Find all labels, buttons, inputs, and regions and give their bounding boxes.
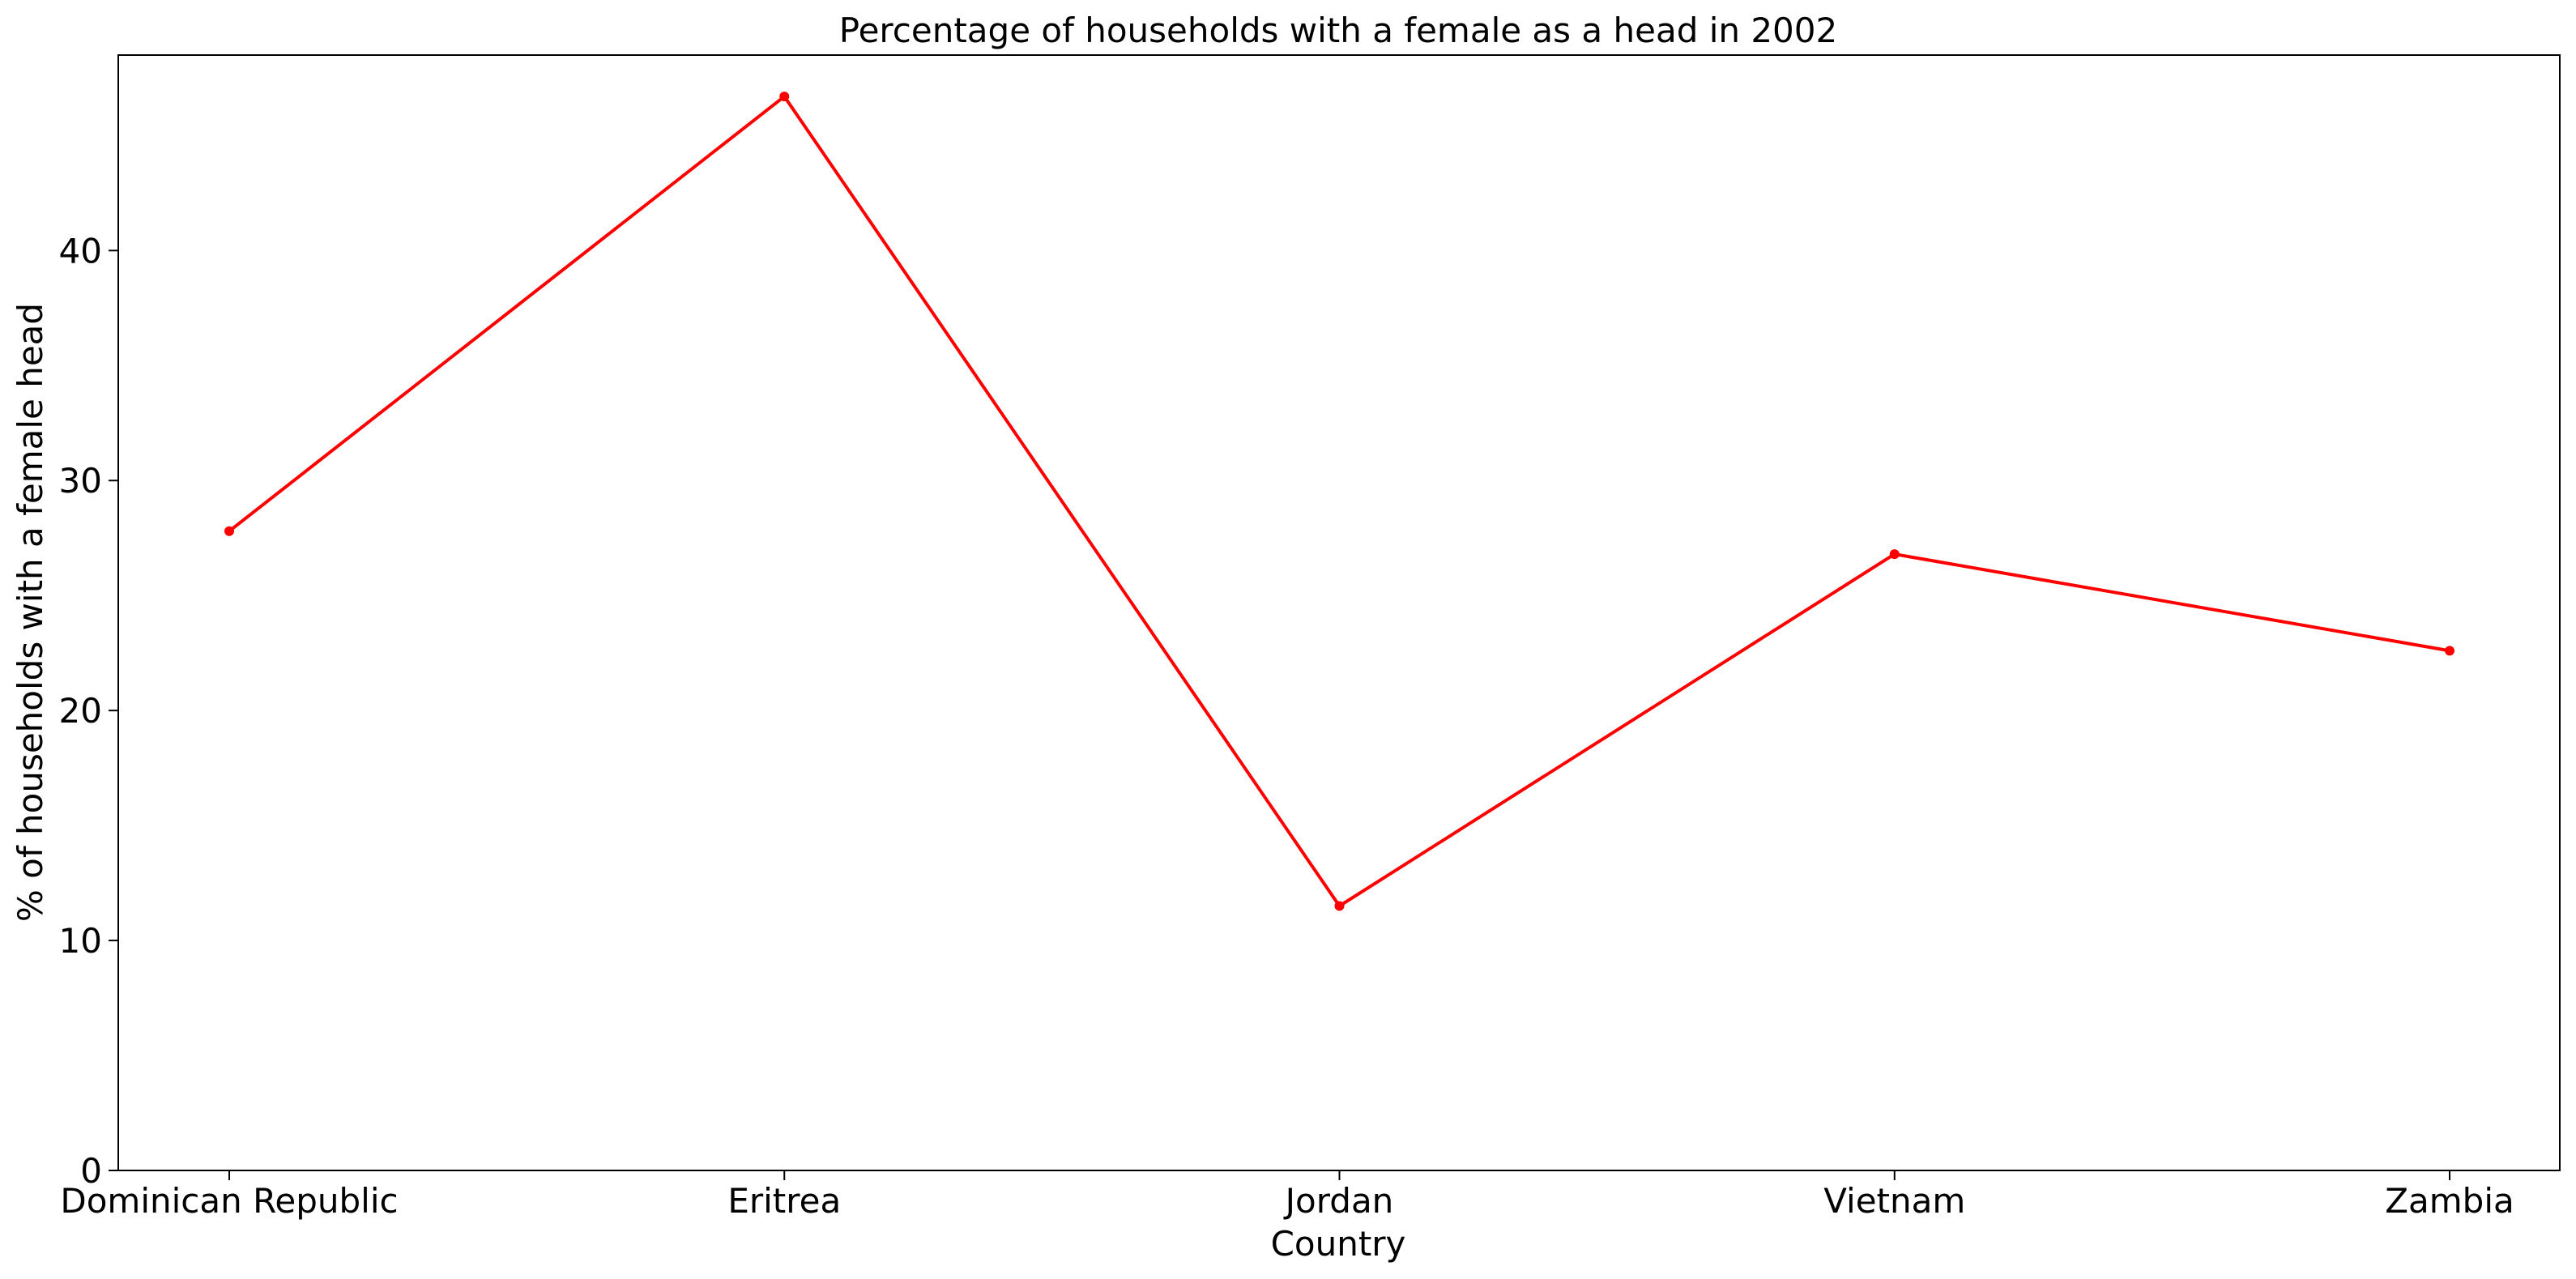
data-point [779, 92, 790, 102]
y-tick-label: 40 [59, 231, 102, 271]
y-tick-label: 30 [59, 461, 102, 501]
plot-area: 0 10 20 30 40 Dominican Republic Eritrea Jordan… [59, 92, 2514, 1221]
data-point [1889, 549, 1900, 560]
x-axis-label: Country [1271, 1224, 1406, 1264]
data-point [1334, 901, 1345, 911]
y-axis-label: % of households with a female head [11, 303, 50, 922]
y-tick-label: 0 [80, 1151, 102, 1191]
y-tick-label: 10 [59, 921, 102, 961]
data-point [2445, 646, 2454, 656]
plot-frame [117, 54, 2561, 1171]
x-tick-label: Vietnam [1823, 1181, 1965, 1221]
x-tick-label: Eritrea [727, 1181, 841, 1221]
y-tick-label: 20 [59, 691, 102, 731]
x-tick-label: Zambia [2385, 1181, 2514, 1221]
x-tick-label: Jordan [1283, 1181, 1394, 1221]
x-tick-label: Dominican Republic [60, 1181, 398, 1221]
chart-title: Percentage of households with a female a… [839, 11, 1837, 50]
data-point [224, 526, 234, 536]
